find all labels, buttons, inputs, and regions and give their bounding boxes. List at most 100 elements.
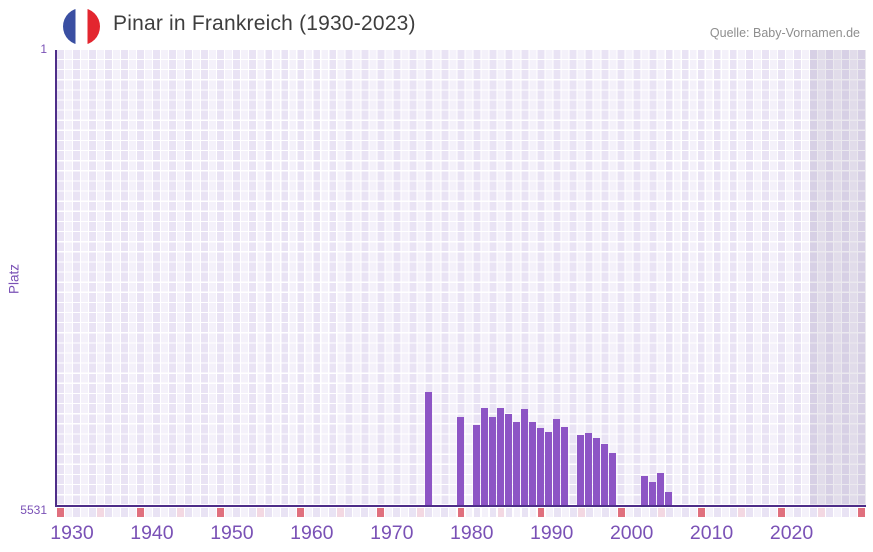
year-cell-2004 [649, 508, 657, 517]
x-axis-tick-2020: 2020 [769, 522, 814, 544]
bar-1990[interactable] [537, 428, 544, 505]
year-cell-1959 [289, 508, 297, 517]
bar-2006[interactable] [665, 491, 673, 505]
half-decade-marker-1935 [97, 508, 104, 517]
year-cell-1953 [241, 508, 249, 517]
year-cell-2001 [625, 508, 633, 517]
year-cell-2009 [689, 508, 697, 517]
half-decade-marker-1955 [257, 508, 265, 517]
bar-1989[interactable] [529, 421, 536, 505]
decade-marker-strip [57, 508, 866, 517]
year-cell-1944 [169, 508, 177, 517]
year-cell-1943 [161, 508, 169, 517]
bar-1983[interactable] [481, 408, 488, 505]
year-cell-1979 [449, 508, 457, 517]
bar-1991[interactable] [545, 431, 552, 505]
year-cell-1954 [249, 508, 257, 517]
year-cell-1937 [113, 508, 120, 517]
x-axis-tick-1940: 1940 [130, 522, 174, 544]
bar-1999[interactable] [609, 453, 616, 505]
year-cell-2017 [753, 508, 761, 517]
year-cell-2019 [769, 508, 777, 517]
year-cell-1964 [329, 508, 337, 517]
bar-1976[interactable] [424, 392, 432, 505]
bar-1985[interactable] [497, 408, 504, 505]
bar-1998[interactable] [601, 444, 608, 505]
source-attribution: Quelle: Baby-Vornamen.de [709, 26, 860, 40]
year-cell-1952 [233, 508, 241, 517]
half-decade-marker-2025 [817, 508, 825, 517]
year-cell-2003 [641, 508, 649, 517]
bar-1980[interactable] [457, 417, 464, 505]
year-cell-1986 [505, 508, 513, 517]
year-cell-1977 [433, 508, 441, 517]
year-cell-1968 [361, 508, 369, 517]
year-cell-2011 [705, 508, 713, 517]
year-cell-1942 [153, 508, 160, 517]
year-cell-2021 [785, 508, 793, 517]
x-axis-tick-row: 1930 1940 1950 1960 1970 1980 1990 2000 2010 2020 [0, 522, 873, 546]
year-cell-1957 [273, 508, 281, 517]
bar-1996[interactable] [585, 432, 592, 505]
year-cell-1963 [321, 508, 329, 517]
x-axis-tick-1990: 1990 [529, 522, 574, 544]
bar-2003[interactable] [641, 475, 649, 505]
year-cell-1962 [313, 508, 321, 517]
bar-2005[interactable] [657, 473, 665, 505]
year-cell-2024 [809, 508, 817, 517]
bar-1988[interactable] [521, 408, 528, 505]
bar-1995[interactable] [577, 434, 584, 505]
decade-marker-1950 [217, 508, 225, 517]
decade-marker-1930 [57, 508, 64, 517]
bar-1982[interactable] [473, 424, 480, 505]
year-cell-1987 [513, 508, 521, 517]
half-decade-marker-2015 [737, 508, 745, 517]
year-cell-1972 [393, 508, 401, 517]
half-decade-marker-1995 [577, 508, 585, 517]
year-cell-1988 [521, 508, 529, 517]
year-cell-1932 [73, 508, 80, 517]
bar-1993[interactable] [561, 427, 568, 505]
decade-marker-2000 [617, 508, 625, 517]
year-cell-1981 [465, 508, 473, 517]
year-cell-1938 [121, 508, 128, 517]
decade-marker-1970 [377, 508, 385, 517]
decade-marker-2030 [858, 508, 865, 517]
y-axis-tick-bottom: 5531 [20, 503, 47, 517]
bar-2004[interactable] [649, 482, 657, 505]
year-cell-1951 [225, 508, 233, 517]
year-cell-2018 [761, 508, 769, 517]
year-cell-1949 [209, 508, 217, 517]
year-cell-1993 [561, 508, 569, 517]
bar-1984[interactable] [489, 417, 496, 505]
year-cell-1967 [353, 508, 361, 517]
year-cell-2007 [673, 508, 681, 517]
year-cell-1971 [385, 508, 393, 517]
decade-marker-1980 [457, 508, 465, 517]
year-cell-2029 [849, 508, 857, 517]
year-cell-1966 [345, 508, 353, 517]
decade-marker-2020 [777, 508, 785, 517]
decade-marker-1940 [137, 508, 144, 517]
year-cell-1973 [401, 508, 409, 517]
x-axis-tick-1930: 1930 [50, 522, 94, 544]
y-axis-title: Platz [6, 263, 22, 295]
france-flag-icon [63, 8, 100, 45]
year-cell-1996 [585, 508, 593, 517]
bar-1986[interactable] [505, 414, 512, 505]
year-cell-1983 [481, 508, 489, 517]
year-cell-1946 [185, 508, 193, 517]
bar-1987[interactable] [513, 422, 520, 505]
x-axis-tick-1980: 1980 [450, 522, 494, 544]
future-years-shaded-band [810, 50, 866, 505]
year-cell-1984 [489, 508, 497, 517]
bar-1997[interactable] [593, 437, 600, 505]
year-cell-2012 [713, 508, 721, 517]
half-decade-marker-1945 [177, 508, 185, 517]
x-axis-tick-1960: 1960 [290, 522, 334, 544]
bar-1992[interactable] [553, 418, 560, 505]
year-cell-1948 [201, 508, 209, 517]
chart-title: Pinar in Frankreich (1930-2023) [113, 12, 416, 35]
year-cell-1978 [441, 508, 449, 517]
